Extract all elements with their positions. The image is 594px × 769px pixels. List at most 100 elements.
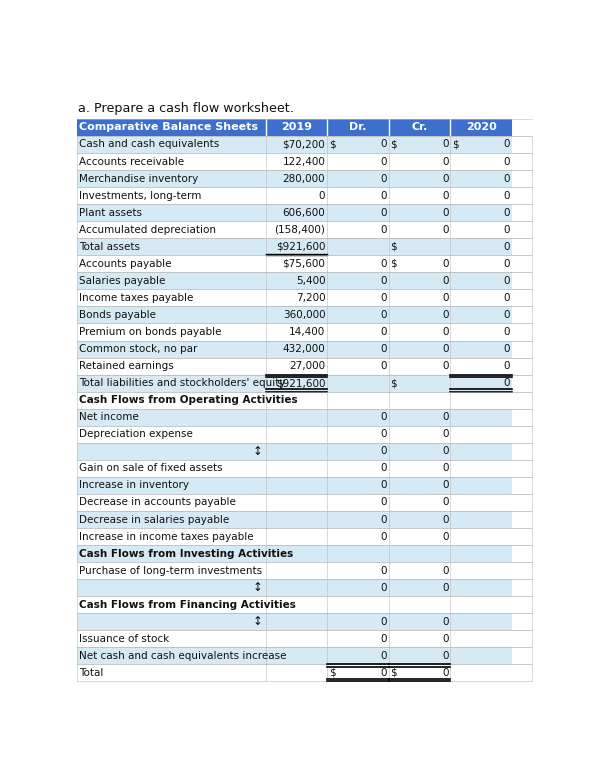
Text: 0: 0 [504,157,510,167]
Text: 0: 0 [504,241,510,251]
Bar [266,255,327,272]
Bar [388,119,450,136]
Text: 0: 0 [380,583,387,593]
Bar [266,136,327,153]
Bar [327,375,388,391]
Bar [327,664,388,681]
Bar [450,443,512,460]
Text: 0: 0 [380,361,387,371]
Bar [450,426,512,443]
Bar [388,408,450,426]
Bar [266,477,327,494]
Text: $: $ [391,668,397,678]
Bar [266,545,327,562]
Bar [388,664,450,681]
Text: 0: 0 [380,617,387,627]
Text: 0: 0 [442,617,448,627]
Bar [450,528,512,545]
Text: Total liabilities and stockholders' equity: Total liabilities and stockholders' equi… [79,378,285,388]
Bar [450,238,512,255]
Text: 0: 0 [442,531,448,541]
Text: Investments, long-term: Investments, long-term [79,191,201,201]
Text: Accumulated depreciation: Accumulated depreciation [79,225,216,235]
Bar [327,136,388,153]
Bar [266,443,327,460]
Text: 0: 0 [380,566,387,576]
Bar [388,545,450,562]
Bar [77,664,266,681]
Text: 7,200: 7,200 [296,293,326,303]
Bar [388,136,450,153]
Text: Gain on sale of fixed assets: Gain on sale of fixed assets [79,464,223,474]
Bar [77,511,266,528]
Bar [266,511,327,528]
Bar [77,358,266,375]
Text: 0: 0 [442,276,448,286]
Bar [266,494,327,511]
Bar [77,204,266,221]
Bar [327,579,388,596]
Bar [450,511,512,528]
Text: 0: 0 [380,310,387,320]
Bar [388,187,450,204]
Text: 0: 0 [504,174,510,184]
Text: 0: 0 [504,327,510,337]
Bar [388,647,450,664]
Bar [77,613,266,631]
Text: 122,400: 122,400 [283,157,326,167]
Text: Common stock, no par: Common stock, no par [79,344,197,354]
Text: a. Prepare a cash flow worksheet.: a. Prepare a cash flow worksheet. [78,102,294,115]
Text: 0: 0 [380,481,387,491]
Text: $: $ [391,259,397,269]
Text: 0: 0 [380,668,387,678]
Bar [77,562,266,579]
Bar [388,306,450,324]
Bar [77,426,266,443]
Bar [388,255,450,272]
Bar [327,460,388,477]
Text: 0: 0 [442,634,448,644]
Bar [77,187,266,204]
Bar [450,579,512,596]
Bar [450,272,512,289]
Bar [450,391,512,408]
Text: 280,000: 280,000 [283,174,326,184]
Bar [77,255,266,272]
Text: 0: 0 [442,327,448,337]
Bar [450,324,512,341]
Bar [450,545,512,562]
Bar [266,391,327,408]
Text: 0: 0 [380,651,387,661]
Bar [327,221,388,238]
Text: 0: 0 [504,191,510,201]
Bar [266,664,327,681]
Bar [77,324,266,341]
Text: 0: 0 [380,276,387,286]
Bar [388,579,450,596]
Bar [327,324,388,341]
Bar [327,528,388,545]
Text: 0: 0 [504,310,510,320]
Bar [266,460,327,477]
Text: $: $ [391,139,397,149]
Bar [388,391,450,408]
Bar [388,631,450,647]
Bar [388,221,450,238]
Text: 0: 0 [504,139,510,149]
Bar [450,341,512,358]
Text: 5,400: 5,400 [296,276,326,286]
Text: 0: 0 [380,174,387,184]
Text: Decrease in salaries payable: Decrease in salaries payable [79,514,229,524]
Bar [266,408,327,426]
Text: 14,400: 14,400 [289,327,326,337]
Bar [327,289,388,306]
Text: 0: 0 [442,566,448,576]
Bar [327,358,388,375]
Bar [266,221,327,238]
Text: Dr.: Dr. [349,122,366,132]
Bar [450,153,512,170]
Bar [266,119,327,136]
Bar [327,647,388,664]
Bar [266,528,327,545]
Bar [266,170,327,187]
